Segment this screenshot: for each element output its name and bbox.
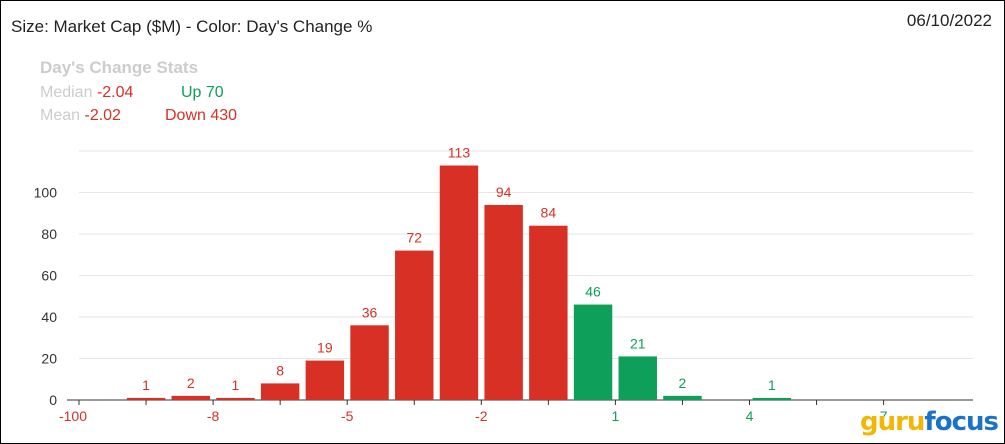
mean-value: -2.02 — [84, 107, 121, 124]
median-value: -2.04 — [96, 84, 134, 101]
bar-value-label: 2 — [187, 375, 195, 391]
histogram-bar — [126, 397, 166, 400]
bar-value-label: 2 — [679, 375, 687, 391]
bar-value-label: 19 — [317, 340, 333, 356]
chart-subtitle: Size: Market Cap ($M) - Color: Day's Cha… — [11, 17, 373, 36]
stats-row-mean: Mean -2.02 Down 430 — [40, 107, 237, 125]
histogram-bar — [529, 225, 568, 400]
gurufocus-logo: gurufocus — [859, 407, 999, 437]
histogram-bar — [618, 356, 657, 400]
bar-value-label: 1 — [768, 377, 776, 393]
down-count: Down 430 — [165, 107, 238, 124]
bar-value-label: 1 — [232, 377, 240, 393]
histogram-bar — [260, 383, 300, 400]
y-tick-label: 80 — [41, 226, 57, 242]
y-tick-label: 20 — [41, 351, 57, 367]
histogram-bar — [484, 204, 523, 400]
mean-label: Mean — [40, 107, 81, 124]
y-tick-label: 100 — [34, 185, 58, 201]
x-tick-label: -2 — [475, 408, 488, 424]
x-tick-label: -8 — [207, 408, 220, 424]
bar-value-label: 36 — [362, 304, 378, 320]
histogram-bar — [216, 397, 255, 400]
stats-row-median: Median -2.04 Up 70 — [40, 84, 224, 102]
x-tick-label: 7 — [880, 408, 888, 424]
logo-part-guru: guru — [859, 407, 925, 437]
histogram-bar — [395, 250, 434, 400]
x-tick-label: 1 — [612, 408, 620, 424]
bar-value-label: 21 — [630, 335, 646, 351]
bar-value-label: 1 — [142, 377, 150, 393]
bar-value-label: 46 — [585, 284, 601, 300]
histogram-bar — [350, 325, 389, 400]
histogram-bar — [752, 397, 792, 400]
x-tick-label: -100 — [59, 408, 87, 424]
bar-value-label: 113 — [448, 145, 471, 161]
histogram-bar — [305, 360, 345, 400]
x-tick-label: -5 — [341, 408, 354, 424]
bar-value-label: 84 — [541, 205, 557, 221]
histogram-bar — [171, 395, 210, 400]
bar-value-label: 8 — [276, 362, 284, 378]
y-tick-label: 0 — [49, 392, 57, 408]
bar-value-label: 94 — [496, 184, 512, 200]
y-tick-label: 60 — [41, 268, 57, 284]
histogram-bar — [439, 165, 479, 400]
bar-value-label: 72 — [406, 230, 422, 246]
stats-title: Day's Change Stats — [40, 58, 199, 77]
median-label: Median — [40, 84, 93, 101]
histogram-bar — [573, 304, 613, 400]
logo-part-focus: focus — [924, 407, 999, 437]
up-count: Up 70 — [181, 84, 224, 101]
y-tick-label: 40 — [41, 309, 57, 325]
chart-date: 06/10/2022 — [906, 11, 992, 30]
histogram-bar — [663, 395, 702, 400]
x-tick-label: 4 — [746, 408, 754, 424]
